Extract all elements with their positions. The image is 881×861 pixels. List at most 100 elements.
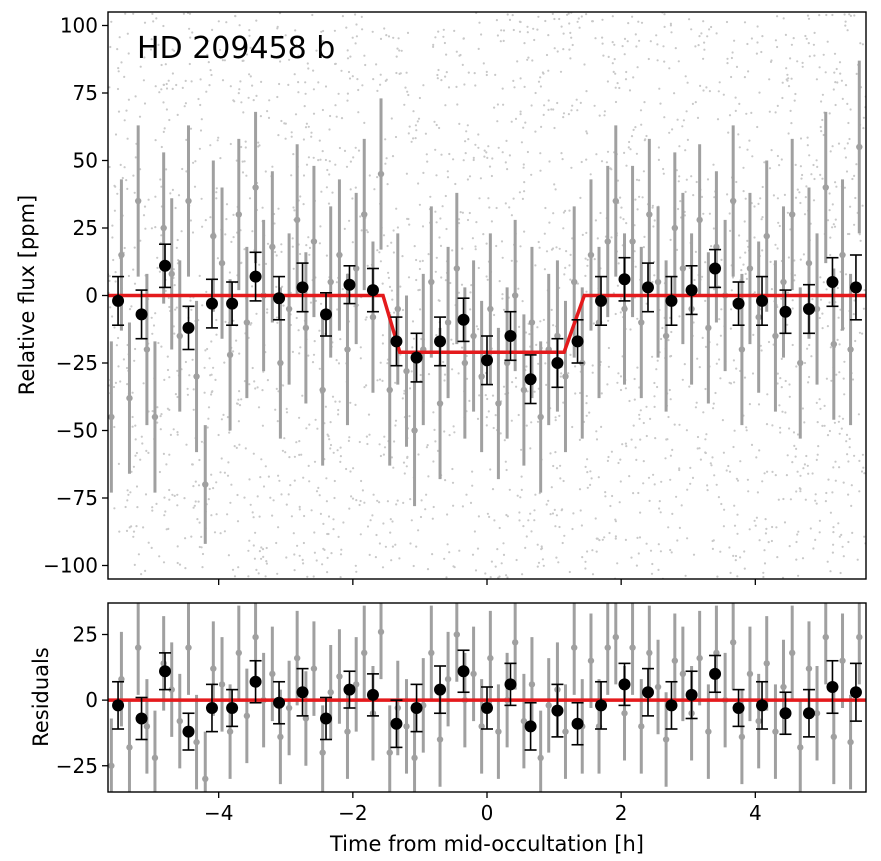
raw-point xyxy=(576,20,579,23)
raw-point xyxy=(686,81,689,84)
raw-point xyxy=(813,177,816,181)
raw-point xyxy=(585,90,588,93)
raw-point xyxy=(262,555,265,559)
raw-point xyxy=(217,433,220,437)
raw-point xyxy=(623,37,627,41)
raw-point xyxy=(401,308,405,312)
raw-point xyxy=(205,290,208,293)
coarse-point xyxy=(685,688,698,701)
raw-point xyxy=(514,376,518,380)
raw-point xyxy=(276,420,279,423)
raw-point xyxy=(150,38,153,41)
raw-point xyxy=(734,109,737,112)
raw-point xyxy=(627,146,630,149)
raw-point xyxy=(298,554,301,557)
raw-point xyxy=(174,393,177,396)
raw-point xyxy=(340,117,344,120)
raw-point xyxy=(568,264,571,267)
raw-point xyxy=(829,346,832,349)
raw-point xyxy=(537,15,540,18)
raw-point xyxy=(777,221,780,224)
raw-point xyxy=(526,31,529,34)
fine-point xyxy=(604,644,611,651)
raw-point xyxy=(738,102,741,105)
fine-point xyxy=(243,712,251,720)
fine-point xyxy=(729,197,737,205)
raw-point xyxy=(726,57,729,60)
raw-point xyxy=(129,491,132,494)
raw-point xyxy=(237,92,240,95)
raw-point xyxy=(653,405,656,408)
raw-point xyxy=(463,83,466,86)
raw-point xyxy=(188,27,191,30)
fine-point xyxy=(126,394,133,402)
raw-point xyxy=(235,402,239,405)
raw-point xyxy=(704,438,707,441)
raw-point xyxy=(235,446,238,449)
raw-point xyxy=(696,116,700,119)
raw-point xyxy=(109,45,112,49)
raw-point xyxy=(333,496,336,500)
raw-point xyxy=(434,270,437,273)
raw-point xyxy=(766,393,769,396)
raw-point xyxy=(817,445,820,448)
fine-point xyxy=(629,644,636,651)
raw-point xyxy=(317,159,320,162)
raw-point xyxy=(493,313,496,317)
raw-point xyxy=(755,52,759,55)
raw-point xyxy=(638,536,642,539)
raw-point xyxy=(162,561,166,564)
raw-point xyxy=(553,126,556,130)
raw-point xyxy=(799,258,802,261)
raw-point xyxy=(415,129,418,132)
raw-point xyxy=(734,96,737,99)
raw-point xyxy=(753,205,756,208)
raw-point xyxy=(619,458,622,461)
raw-point xyxy=(191,463,194,466)
raw-point xyxy=(532,27,535,30)
raw-point xyxy=(143,205,147,208)
raw-point xyxy=(611,15,614,18)
raw-point xyxy=(843,13,846,16)
raw-point xyxy=(313,340,316,343)
raw-point xyxy=(259,115,262,118)
raw-point xyxy=(184,537,187,540)
raw-point xyxy=(619,297,623,300)
raw-point xyxy=(770,539,774,543)
raw-point xyxy=(271,514,274,517)
raw-point xyxy=(638,39,641,42)
raw-point xyxy=(445,227,448,231)
raw-point xyxy=(470,284,473,287)
raw-point xyxy=(229,501,232,504)
fine-point xyxy=(269,670,276,678)
raw-point xyxy=(765,527,768,531)
raw-point xyxy=(677,60,680,63)
raw-point xyxy=(431,553,434,556)
raw-point xyxy=(776,382,779,385)
raw-point xyxy=(671,512,674,516)
raw-point xyxy=(133,359,136,362)
raw-point xyxy=(443,430,446,433)
raw-point xyxy=(200,546,203,549)
raw-point xyxy=(210,473,213,476)
raw-point xyxy=(826,434,830,437)
coarse-point xyxy=(410,702,423,714)
raw-point xyxy=(523,42,526,45)
raw-point xyxy=(142,382,145,385)
raw-point xyxy=(126,137,129,140)
raw-point xyxy=(364,318,367,321)
coarse-point xyxy=(205,297,218,310)
raw-point xyxy=(199,129,203,132)
raw-point xyxy=(574,392,577,395)
raw-point xyxy=(165,463,168,466)
raw-point xyxy=(664,457,667,460)
raw-point xyxy=(165,87,169,90)
raw-point xyxy=(594,37,597,40)
raw-point xyxy=(591,549,594,552)
raw-point xyxy=(524,331,528,334)
raw-point xyxy=(293,553,296,556)
fine-point xyxy=(545,702,552,709)
raw-point xyxy=(228,271,231,274)
raw-point xyxy=(547,34,550,37)
raw-point xyxy=(824,500,828,503)
